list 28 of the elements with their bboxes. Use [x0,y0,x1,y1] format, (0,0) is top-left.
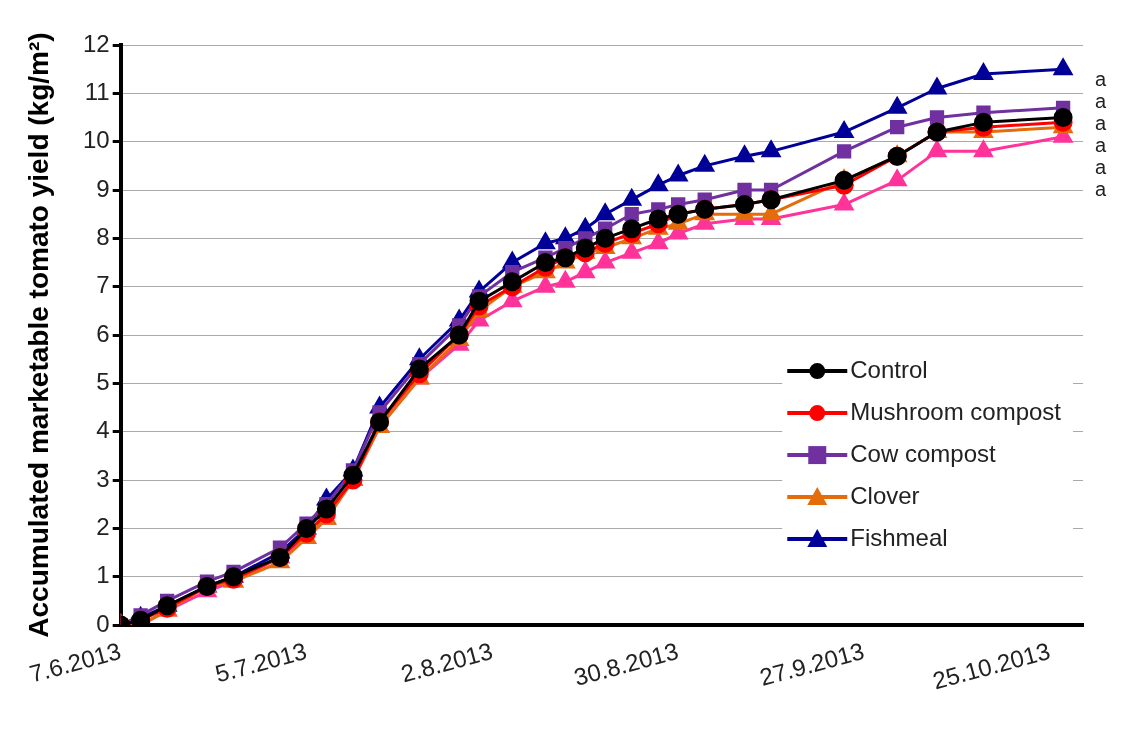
y-tick-label: 4 [96,416,110,444]
y-tick-label: 10 [82,126,110,154]
y-tick-label: 1 [96,561,110,589]
y-tick-label: 6 [96,319,110,347]
legend-label: Fishmeal [850,523,948,551]
y-tick-label: 8 [96,222,110,250]
text: a [1095,67,1107,90]
legend-label: Cow compost [850,439,996,467]
legend-label: Clover [850,481,920,509]
legend-label: Control [850,355,928,383]
legend-label: Mushroom compost [850,397,1062,425]
y-tick-label: 5 [96,368,110,396]
y-tick-label: 0 [96,609,110,637]
x-tick-label: 2.8.2013 [398,637,496,688]
y-tick-label: 2 [96,513,110,541]
y-tick-label: 9 [96,174,110,202]
text: a [1095,89,1107,112]
x-tick-label: 7.6.2013 [26,637,124,688]
y-tick-label: 11 [84,77,110,105]
text: a [1095,111,1107,134]
y-axis-title: Accumulated marketable tomato yield (kg/m²) [22,32,54,638]
text: a [1095,177,1107,200]
x-tick-label: 5.7.2013 [212,637,310,688]
y-tick-label: 12 [82,29,110,57]
y-tick-label: 7 [96,271,110,299]
y-tick-label: 3 [96,464,110,492]
text: a [1095,133,1107,156]
text: a [1095,155,1107,178]
